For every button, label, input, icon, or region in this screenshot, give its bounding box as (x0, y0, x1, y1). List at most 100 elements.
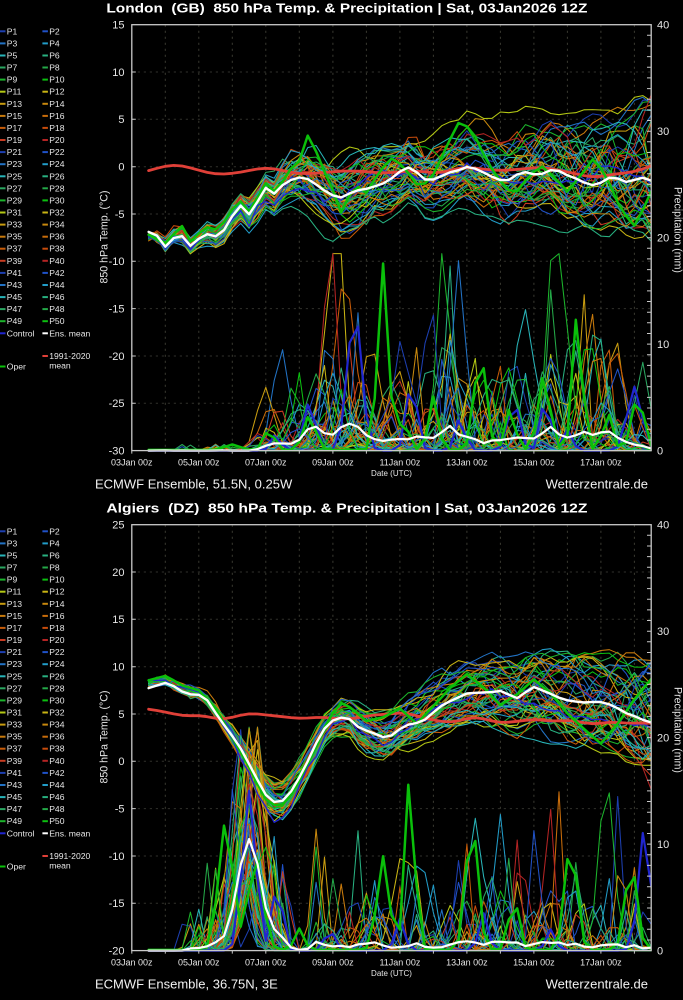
svg-text:07Jan 00z: 07Jan 00z (245, 958, 287, 968)
svg-text:P1: P1 (7, 526, 18, 536)
svg-text:P15: P15 (7, 111, 23, 121)
svg-text:5: 5 (118, 114, 124, 126)
svg-text:P46: P46 (49, 792, 65, 802)
svg-text:London (GB) 850 hPa Temp. &: London (GB) 850 hPa Temp. & Precipitatio… (106, 2, 587, 16)
svg-text:P5: P5 (7, 551, 18, 561)
svg-text:P41: P41 (7, 268, 23, 278)
svg-text:30: 30 (657, 626, 669, 638)
svg-text:P18: P18 (49, 623, 65, 633)
svg-text:P36: P36 (49, 732, 65, 742)
svg-text:P42: P42 (49, 268, 65, 278)
svg-text:P2: P2 (49, 26, 60, 36)
svg-text:20: 20 (657, 233, 669, 245)
svg-text:850 hPa Temp. (°C): 850 hPa Temp. (°C) (99, 191, 111, 284)
svg-text:07Jan 00z: 07Jan 00z (245, 458, 287, 468)
svg-text:P23: P23 (7, 659, 23, 669)
svg-text:P33: P33 (7, 220, 23, 230)
svg-text:P28: P28 (49, 683, 65, 693)
svg-text:P40: P40 (49, 256, 65, 266)
svg-text:P23: P23 (7, 159, 23, 169)
svg-text:10: 10 (112, 67, 124, 79)
svg-text:P38: P38 (49, 744, 65, 754)
svg-text:mean: mean (49, 361, 71, 371)
svg-text:P47: P47 (7, 304, 23, 314)
svg-text:-15: -15 (109, 898, 125, 910)
svg-text:Date (UTC): Date (UTC) (371, 969, 412, 978)
svg-text:Ens. mean: Ens. mean (49, 828, 90, 838)
svg-text:P26: P26 (49, 671, 65, 681)
svg-text:P20: P20 (49, 635, 65, 645)
svg-text:10: 10 (112, 662, 124, 674)
svg-text:P24: P24 (49, 659, 65, 669)
svg-text:P6: P6 (49, 551, 60, 561)
svg-text:0: 0 (118, 756, 124, 768)
svg-text:P36: P36 (49, 232, 65, 242)
svg-text:P25: P25 (7, 171, 23, 181)
svg-text:Control: Control (7, 328, 35, 338)
svg-text:05Jan 00z: 05Jan 00z (178, 958, 220, 968)
svg-text:P4: P4 (49, 38, 60, 48)
svg-text:20: 20 (657, 732, 669, 744)
svg-text:13Jan 00z: 13Jan 00z (446, 458, 488, 468)
svg-text:P6: P6 (49, 51, 60, 61)
svg-text:30: 30 (657, 126, 669, 138)
svg-text:P34: P34 (49, 220, 65, 230)
svg-text:0: 0 (657, 445, 663, 457)
svg-text:-10: -10 (109, 851, 125, 863)
svg-text:Ens. mean: Ens. mean (49, 328, 90, 338)
svg-text:1991-2020: 1991-2020 (49, 851, 90, 861)
svg-text:15: 15 (112, 20, 124, 32)
svg-text:P29: P29 (7, 695, 23, 705)
svg-text:P35: P35 (7, 732, 23, 742)
svg-text:15Jan 00z: 15Jan 00z (513, 458, 555, 468)
svg-text:P39: P39 (7, 756, 23, 766)
svg-text:P19: P19 (7, 635, 23, 645)
svg-text:Algiers (DZ) 850 hPa Temp. &: Algiers (DZ) 850 hPa Temp. & Precipitati… (106, 502, 587, 516)
svg-text:05Jan 00z: 05Jan 00z (178, 458, 220, 468)
svg-text:P11: P11 (7, 87, 22, 97)
svg-text:P48: P48 (49, 804, 65, 814)
svg-text:20: 20 (112, 567, 124, 579)
svg-text:P40: P40 (49, 756, 65, 766)
svg-text:-5: -5 (115, 803, 125, 815)
svg-text:-20: -20 (109, 945, 125, 957)
svg-text:Oper: Oper (7, 862, 26, 872)
svg-text:P7: P7 (7, 63, 18, 73)
svg-text:P31: P31 (7, 208, 23, 218)
svg-text:1991-2020: 1991-2020 (49, 351, 90, 361)
svg-text:P41: P41 (7, 768, 23, 778)
svg-text:P20: P20 (49, 135, 65, 145)
svg-text:P14: P14 (49, 599, 65, 609)
svg-text:P16: P16 (49, 611, 65, 621)
svg-text:P29: P29 (7, 195, 23, 205)
svg-text:-5: -5 (115, 209, 125, 221)
svg-text:03Jan 00z: 03Jan 00z (111, 958, 153, 968)
svg-text:P21: P21 (7, 647, 23, 657)
svg-text:15Jan 00z: 15Jan 00z (513, 958, 555, 968)
svg-text:P28: P28 (49, 183, 65, 193)
svg-text:P45: P45 (7, 292, 23, 302)
svg-text:P30: P30 (49, 195, 65, 205)
svg-text:P15: P15 (7, 611, 23, 621)
svg-text:-25: -25 (109, 398, 125, 410)
svg-text:10: 10 (657, 339, 669, 351)
svg-text:25: 25 (112, 520, 124, 532)
svg-text:P38: P38 (49, 244, 65, 254)
svg-text:09Jan 00z: 09Jan 00z (312, 458, 354, 468)
svg-text:P10: P10 (49, 75, 65, 85)
svg-text:P50: P50 (49, 816, 65, 826)
svg-text:P3: P3 (7, 38, 18, 48)
svg-text:P35: P35 (7, 232, 23, 242)
svg-text:P26: P26 (49, 171, 65, 181)
svg-text:Precipitation (mm): Precipitation (mm) (672, 187, 683, 273)
svg-text:P37: P37 (7, 244, 23, 254)
svg-text:0: 0 (657, 945, 663, 957)
svg-text:P47: P47 (7, 804, 23, 814)
svg-text:Oper: Oper (7, 362, 26, 372)
svg-text:P22: P22 (49, 647, 65, 657)
svg-text:P8: P8 (49, 563, 60, 573)
svg-text:P11: P11 (7, 587, 22, 597)
svg-text:P2: P2 (49, 526, 60, 536)
svg-text:-15: -15 (109, 303, 125, 315)
svg-text:P17: P17 (7, 623, 23, 633)
